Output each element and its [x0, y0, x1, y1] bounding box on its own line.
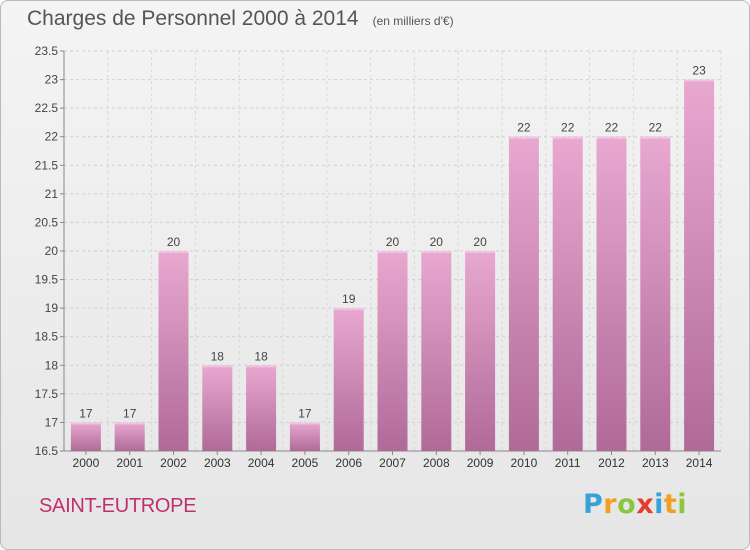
- x-tick-label: 2000: [73, 456, 100, 470]
- bar: [421, 251, 452, 451]
- data-label: 20: [430, 235, 444, 249]
- data-label: 20: [386, 235, 400, 249]
- data-label: 17: [298, 406, 312, 420]
- y-tick-label: 21: [45, 187, 59, 201]
- y-tick-label: 21.5: [35, 158, 59, 172]
- bar: [158, 251, 189, 451]
- data-label: 20: [167, 235, 181, 249]
- bar: [114, 422, 145, 451]
- data-label: 18: [254, 349, 268, 363]
- bar: [289, 422, 320, 451]
- bar-highlight: [246, 365, 277, 368]
- data-label: 17: [79, 406, 93, 420]
- x-tick-label: 2004: [248, 456, 275, 470]
- logo-letter: r: [603, 489, 618, 520]
- y-tick-label: 20: [45, 244, 59, 258]
- bar: [377, 251, 408, 451]
- data-labels: 17 17 20 18 18 17 19 20 20 20 22 22 22 22 23: [79, 64, 706, 421]
- data-label: 19: [342, 292, 356, 306]
- bar: [70, 422, 101, 451]
- bar-highlight: [158, 251, 189, 253]
- bar: [508, 136, 539, 451]
- bar: [202, 365, 233, 451]
- x-tick-label: 2010: [511, 456, 538, 470]
- x-tick-label: 2007: [379, 456, 406, 470]
- chart-subtitle: (en milliers d'€): [372, 14, 454, 28]
- logo-letter: i: [654, 489, 664, 520]
- logo-letter: x: [636, 489, 655, 520]
- x-tick-label: 2013: [642, 456, 669, 470]
- bar-highlight: [596, 136, 627, 139]
- bar-highlight: [508, 136, 539, 139]
- bar: [552, 136, 583, 451]
- bar-highlight: [465, 251, 496, 253]
- y-tick-label: 19: [45, 301, 59, 315]
- x-tick-label: 2002: [160, 456, 187, 470]
- x-tick-label: 2001: [116, 456, 143, 470]
- data-label: 17: [123, 406, 137, 420]
- bar: [640, 136, 671, 451]
- chart-title: Charges de Personnel 2000 à 2014 (en mill…: [27, 7, 454, 31]
- y-tick-label: 22.5: [35, 101, 59, 115]
- data-label: 22: [561, 121, 575, 135]
- x-tick-labels: 2000 2001 2002 2003 2004 2005 2006 2007 2008 2009…: [73, 456, 713, 470]
- bar-highlight: [114, 422, 145, 425]
- bar-highlight: [202, 365, 233, 368]
- bar: [684, 79, 715, 452]
- x-tick-label: 2009: [467, 456, 494, 470]
- proxiti-logo: Proxiti: [583, 489, 687, 520]
- x-tick-label: 2008: [423, 456, 450, 470]
- y-tick-label: 17: [45, 415, 59, 429]
- x-tick-label: 2011: [555, 456, 581, 470]
- data-label: 23: [692, 64, 706, 78]
- y-tick-label: 20.5: [35, 215, 59, 229]
- bar-highlight: [333, 308, 364, 311]
- y-tick-labels: 16.5 17 17.5 18 18.5 19 19.5 20 20.5 21 21.5 22 22.5…: [35, 44, 59, 458]
- bar-highlight: [684, 79, 715, 82]
- y-tick-label: 23: [45, 73, 59, 87]
- y-tick-label: 23.5: [35, 44, 59, 58]
- y-tick-label: 16.5: [35, 444, 59, 458]
- bar: [596, 136, 627, 451]
- bar-highlight: [377, 251, 408, 253]
- y-tick-label: 22: [45, 130, 59, 144]
- bar: [333, 308, 364, 451]
- x-tick-label: 2003: [204, 456, 231, 470]
- chart-title-text: Charges de Personnel 2000 à 2014: [27, 7, 359, 30]
- bar-highlight: [552, 136, 583, 139]
- data-label: 22: [649, 121, 663, 135]
- x-tick-label: 2005: [292, 456, 319, 470]
- logo-letter: t: [663, 489, 678, 520]
- logo-letter: P: [583, 489, 604, 520]
- bar-highlight: [640, 136, 671, 139]
- x-tick-label: 2014: [686, 456, 713, 470]
- x-tick-label: 2012: [598, 456, 625, 470]
- x-tick-label: 2006: [335, 456, 362, 470]
- bar-highlight: [421, 251, 452, 253]
- commune-name: SAINT-EUTROPE: [39, 495, 197, 517]
- bars: [70, 79, 715, 452]
- data-label: 18: [211, 349, 225, 363]
- y-tick-label: 19.5: [35, 273, 59, 287]
- y-tick-label: 17.5: [35, 387, 59, 401]
- y-tick-label: 18.5: [35, 330, 59, 344]
- bar: [246, 365, 277, 451]
- logo-letter: i: [677, 489, 688, 520]
- logo-letter: o: [617, 489, 637, 520]
- data-label: 22: [605, 121, 619, 135]
- bar-highlight: [70, 422, 101, 425]
- bar-highlight: [289, 422, 320, 425]
- data-label: 22: [517, 121, 531, 135]
- bar: [465, 251, 496, 451]
- data-label: 20: [473, 235, 487, 249]
- y-tick-label: 18: [45, 358, 59, 372]
